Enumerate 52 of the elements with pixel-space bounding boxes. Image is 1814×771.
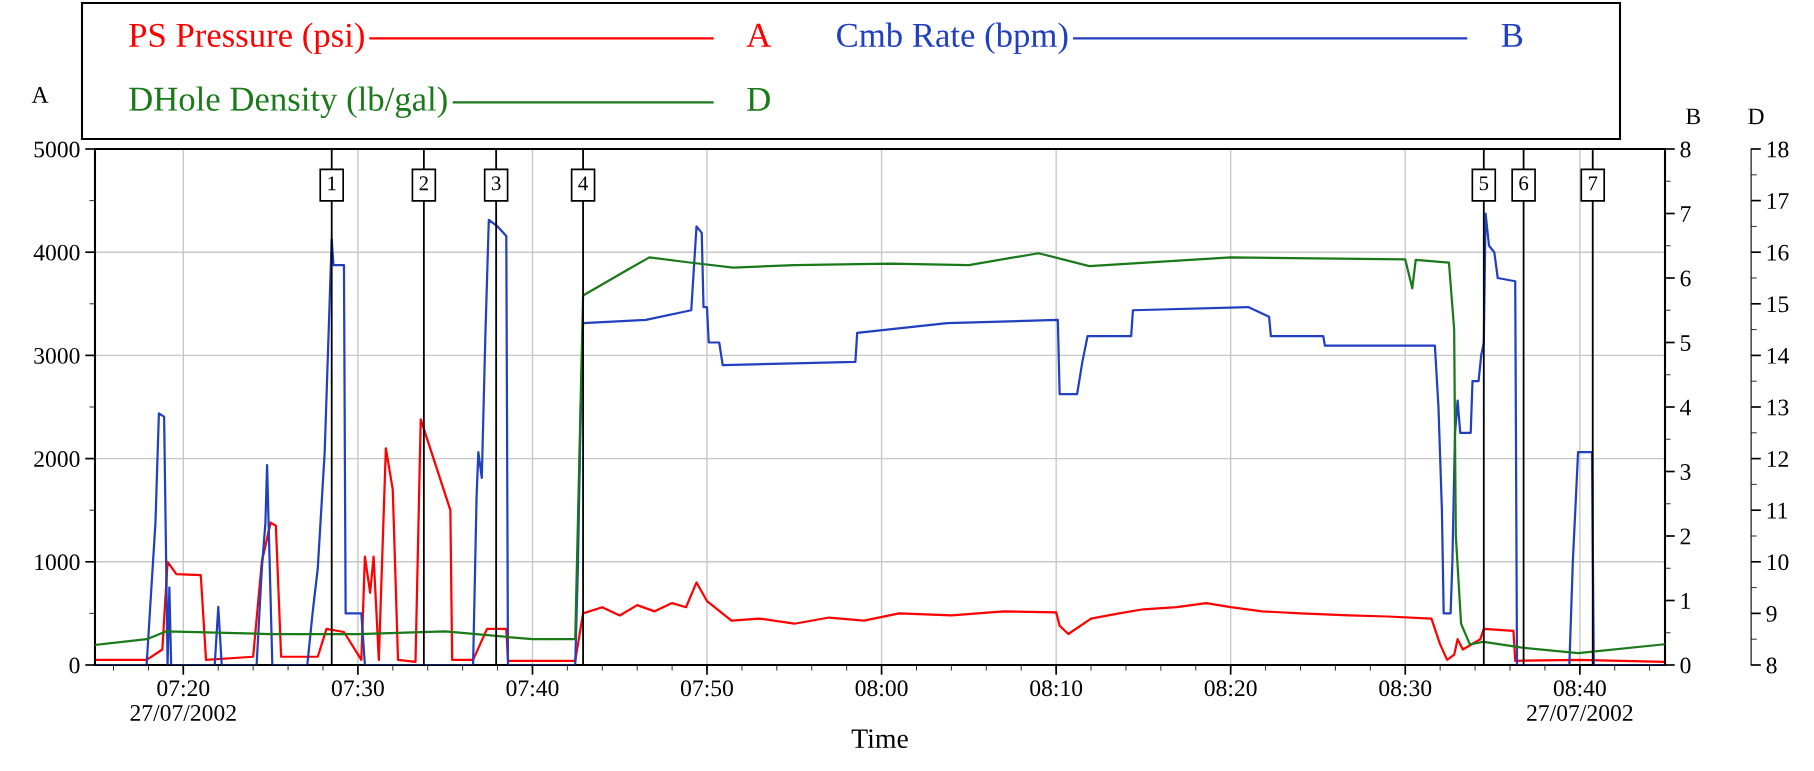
y2-tick-label: 3 bbox=[1680, 464, 1691, 480]
y3-tick-label: 9 bbox=[1766, 605, 1777, 622]
y2-tick-label: 6 bbox=[1680, 270, 1691, 287]
y-tick-label: 2000 bbox=[34, 451, 80, 468]
x-tick-label: 07:20 27/07/2002 bbox=[130, 680, 236, 721]
y2-axis-title: B bbox=[1686, 108, 1700, 125]
y3-tick-label: 14 bbox=[1767, 348, 1789, 364]
y3-tick-label: 10 bbox=[1767, 554, 1789, 571]
y-tick-label: 1000 bbox=[35, 554, 80, 571]
y-axis-title: A bbox=[31, 87, 49, 103]
x-tick-label: 08:30 bbox=[1379, 680, 1432, 697]
y3-tick-label: 17 bbox=[1767, 193, 1789, 209]
y-tick-label: 4000 bbox=[33, 244, 80, 261]
annotation: 1 bbox=[328, 176, 336, 191]
y3-tick-label: 11 bbox=[1767, 502, 1787, 519]
annotation: 2 bbox=[419, 176, 428, 191]
x-tick-label: 07:50 bbox=[680, 680, 733, 697]
annotation: 5 bbox=[1479, 176, 1489, 191]
x-tick-label: 08:40 27/07/2002 bbox=[1527, 680, 1633, 721]
annotation: 7 bbox=[1588, 176, 1598, 191]
y-tick-label: 0 bbox=[69, 657, 80, 674]
y3-tick-label: 13 bbox=[1767, 399, 1789, 416]
annotation: 3 bbox=[491, 176, 501, 191]
y2-tick-label: 2 bbox=[1680, 528, 1691, 545]
y2-tick-label: 0 bbox=[1680, 657, 1691, 674]
text: DHole Density (lb/gal) bbox=[129, 86, 447, 119]
y2-tick-label: 5 bbox=[1680, 335, 1691, 351]
x-tick-label: 07:40 bbox=[506, 680, 559, 697]
x-tick-label: 08:00 bbox=[855, 680, 908, 697]
y3-tick-label: 16 bbox=[1767, 244, 1789, 261]
x-tick-label: 08:10 bbox=[1030, 680, 1083, 697]
text: PS Pressure (psi) bbox=[129, 22, 364, 55]
text: A bbox=[746, 23, 771, 47]
y2-tick-label: 7 bbox=[1681, 206, 1691, 222]
text: D bbox=[1748, 108, 1764, 125]
y2-tick-label: 1 bbox=[1681, 593, 1690, 609]
y3-axis-title: D bbox=[747, 87, 770, 111]
y3-tick-label: 15 bbox=[1767, 296, 1789, 313]
y-tick-label: 3000 bbox=[34, 347, 80, 364]
text: B bbox=[1501, 23, 1523, 47]
x-axis-title: Time bbox=[851, 729, 908, 749]
y2-tick-label: 4 bbox=[1680, 399, 1692, 416]
x-tick-label: 07:30 bbox=[331, 680, 384, 697]
y3-tick-label: 8 bbox=[1766, 657, 1777, 674]
x-tick-label: 08:20 bbox=[1204, 680, 1257, 697]
y-tick-label: 5000 bbox=[34, 141, 80, 158]
annotation: 6 bbox=[1519, 176, 1529, 191]
y3-tick-label: 18 bbox=[1767, 141, 1789, 158]
annotation: 4 bbox=[578, 176, 588, 191]
y2-tick-label: 8 bbox=[1680, 141, 1691, 158]
text: Cmb Rate (bpm) bbox=[837, 22, 1068, 55]
y3-tick-label: 12 bbox=[1767, 451, 1788, 467]
